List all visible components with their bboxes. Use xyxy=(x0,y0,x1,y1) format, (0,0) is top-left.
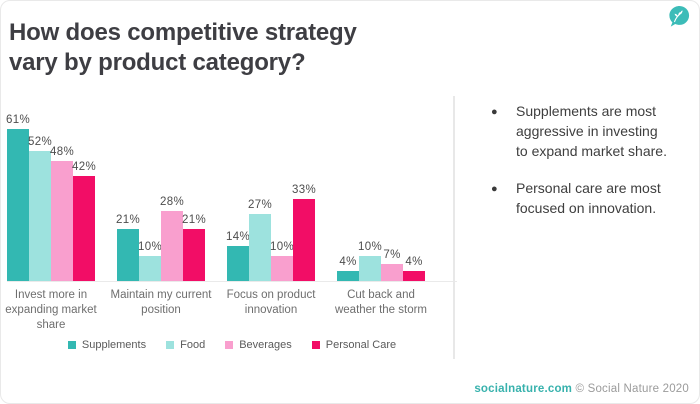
legend-swatch-food xyxy=(166,341,175,349)
bar-personal-care xyxy=(403,271,425,281)
bar-supplements xyxy=(337,271,359,281)
legend-label: Personal Care xyxy=(325,339,397,351)
bar-personal-care xyxy=(183,228,205,281)
bar-value-label: 48% xyxy=(50,146,74,158)
bar-value-label: 4% xyxy=(405,256,423,268)
bar-group: 14% 27% 10% 33% Focus on product innovation xyxy=(226,101,316,317)
bar-food xyxy=(249,213,271,281)
legend-swatch-supplements xyxy=(67,341,76,349)
bar-value-label: 42% xyxy=(72,161,96,173)
bar-group: 61% 52% 48% 42% Invest more in expanding mar… xyxy=(5,101,96,332)
chart-legend: Supplements Food Beverages Personal Care xyxy=(7,339,457,351)
bar-column-food: 10% xyxy=(358,101,382,281)
vertical-divider xyxy=(453,96,455,359)
footer: socialnature.com © Social Nature 2020 xyxy=(474,383,689,395)
social-nature-leaf-logo xyxy=(668,5,690,29)
bar-supplements xyxy=(117,228,139,281)
bar-group: 4% 10% 7% 4% Cut back and weather the storm xyxy=(335,101,427,316)
bar-column-food: 27% xyxy=(248,101,272,281)
bar-column-food: 52% xyxy=(28,101,52,281)
leaf-icon xyxy=(669,6,690,27)
bar-column-personal-care: 21% xyxy=(182,101,206,281)
bar-beverages xyxy=(381,263,403,281)
bar-value-label: 27% xyxy=(248,198,272,211)
category-label: Cut back and weather the storm xyxy=(334,289,428,316)
bar-food xyxy=(29,151,51,281)
bar-food xyxy=(139,256,161,281)
bar-value-label: 61% xyxy=(6,113,30,126)
legend-item-personal-care: Personal Care xyxy=(311,339,397,351)
bar-column-personal-care: 33% xyxy=(292,101,316,281)
key-takeaways-list: ● Supplements are most aggressive in inve… xyxy=(489,101,669,235)
takeaway-text: Personal care are most focused on innova… xyxy=(516,180,661,216)
bar-value-label: 10% xyxy=(358,241,382,253)
bar-value-label: 14% xyxy=(226,231,250,243)
bar-supplements xyxy=(227,246,249,281)
bar-column-beverages: 48% xyxy=(50,101,74,281)
bar-value-label: 10% xyxy=(270,241,294,253)
legend-label: Food xyxy=(180,339,206,351)
bar-value-label: 21% xyxy=(116,213,140,226)
legend-item-food: Food xyxy=(166,339,205,351)
bar-beverages xyxy=(161,211,183,281)
category-label: Invest more in expanding market share xyxy=(5,289,97,331)
bar-supplements xyxy=(7,128,29,281)
bar-food xyxy=(359,256,381,281)
bar-value-label: 28% xyxy=(160,196,184,208)
bullet-icon: ● xyxy=(491,106,498,118)
bar-beverages xyxy=(271,256,293,281)
bar-column-supplements: 21% xyxy=(116,101,140,281)
footer-website-link[interactable]: socialnature.com xyxy=(474,383,573,395)
legend-item-beverages: Beverages xyxy=(225,339,292,351)
legend-swatch-personal-care xyxy=(311,341,320,349)
bar-beverages xyxy=(51,161,73,281)
takeaway-item: ● Supplements are most aggressive in inve… xyxy=(489,101,669,161)
bar-value-label: 52% xyxy=(28,136,52,148)
takeaway-item: ● Personal care are most focused on innov… xyxy=(489,178,669,218)
bar-column-personal-care: 4% xyxy=(403,101,425,281)
legend-label: Supplements xyxy=(81,339,147,351)
bar-group: 21% 10% 28% 21% Maintain my current position xyxy=(111,101,212,316)
bar-column-beverages: 7% xyxy=(381,101,403,281)
bar-column-beverages: 10% xyxy=(270,101,294,281)
bar-personal-care xyxy=(293,198,315,281)
category-label: Maintain my current position xyxy=(110,289,212,316)
bar-column-food: 10% xyxy=(138,101,162,281)
bar-column-beverages: 28% xyxy=(160,101,184,281)
bar-column-supplements: 14% xyxy=(226,101,250,281)
bar-value-label: 21% xyxy=(182,213,206,226)
bar-column-supplements: 4% xyxy=(337,101,359,281)
bullet-icon: ● xyxy=(491,183,498,195)
bar-column-personal-care: 42% xyxy=(72,101,96,281)
legend-swatch-beverages xyxy=(225,341,234,349)
bar-personal-care xyxy=(73,176,95,281)
bar-value-label: 4% xyxy=(339,256,357,268)
bar-column-supplements: 61% xyxy=(6,101,30,281)
page-title: How does competitive strategy vary by pr… xyxy=(9,19,357,76)
takeaway-text: Supplements are most aggressive in inves… xyxy=(516,103,667,159)
legend-label: Beverages xyxy=(239,339,292,351)
footer-copyright: © Social Nature 2020 xyxy=(575,383,689,395)
bar-chart: 61% 52% 48% 42% Invest more in expanding mar… xyxy=(5,101,459,351)
chart-plot-area: 61% 52% 48% 42% Invest more in expanding mar… xyxy=(5,101,457,332)
bar-value-label: 10% xyxy=(138,241,162,253)
bar-value-label: 33% xyxy=(292,183,316,196)
bar-value-label: 7% xyxy=(383,248,401,261)
legend-item-supplements: Supplements xyxy=(67,339,147,351)
category-label: Focus on product innovation xyxy=(226,289,316,316)
